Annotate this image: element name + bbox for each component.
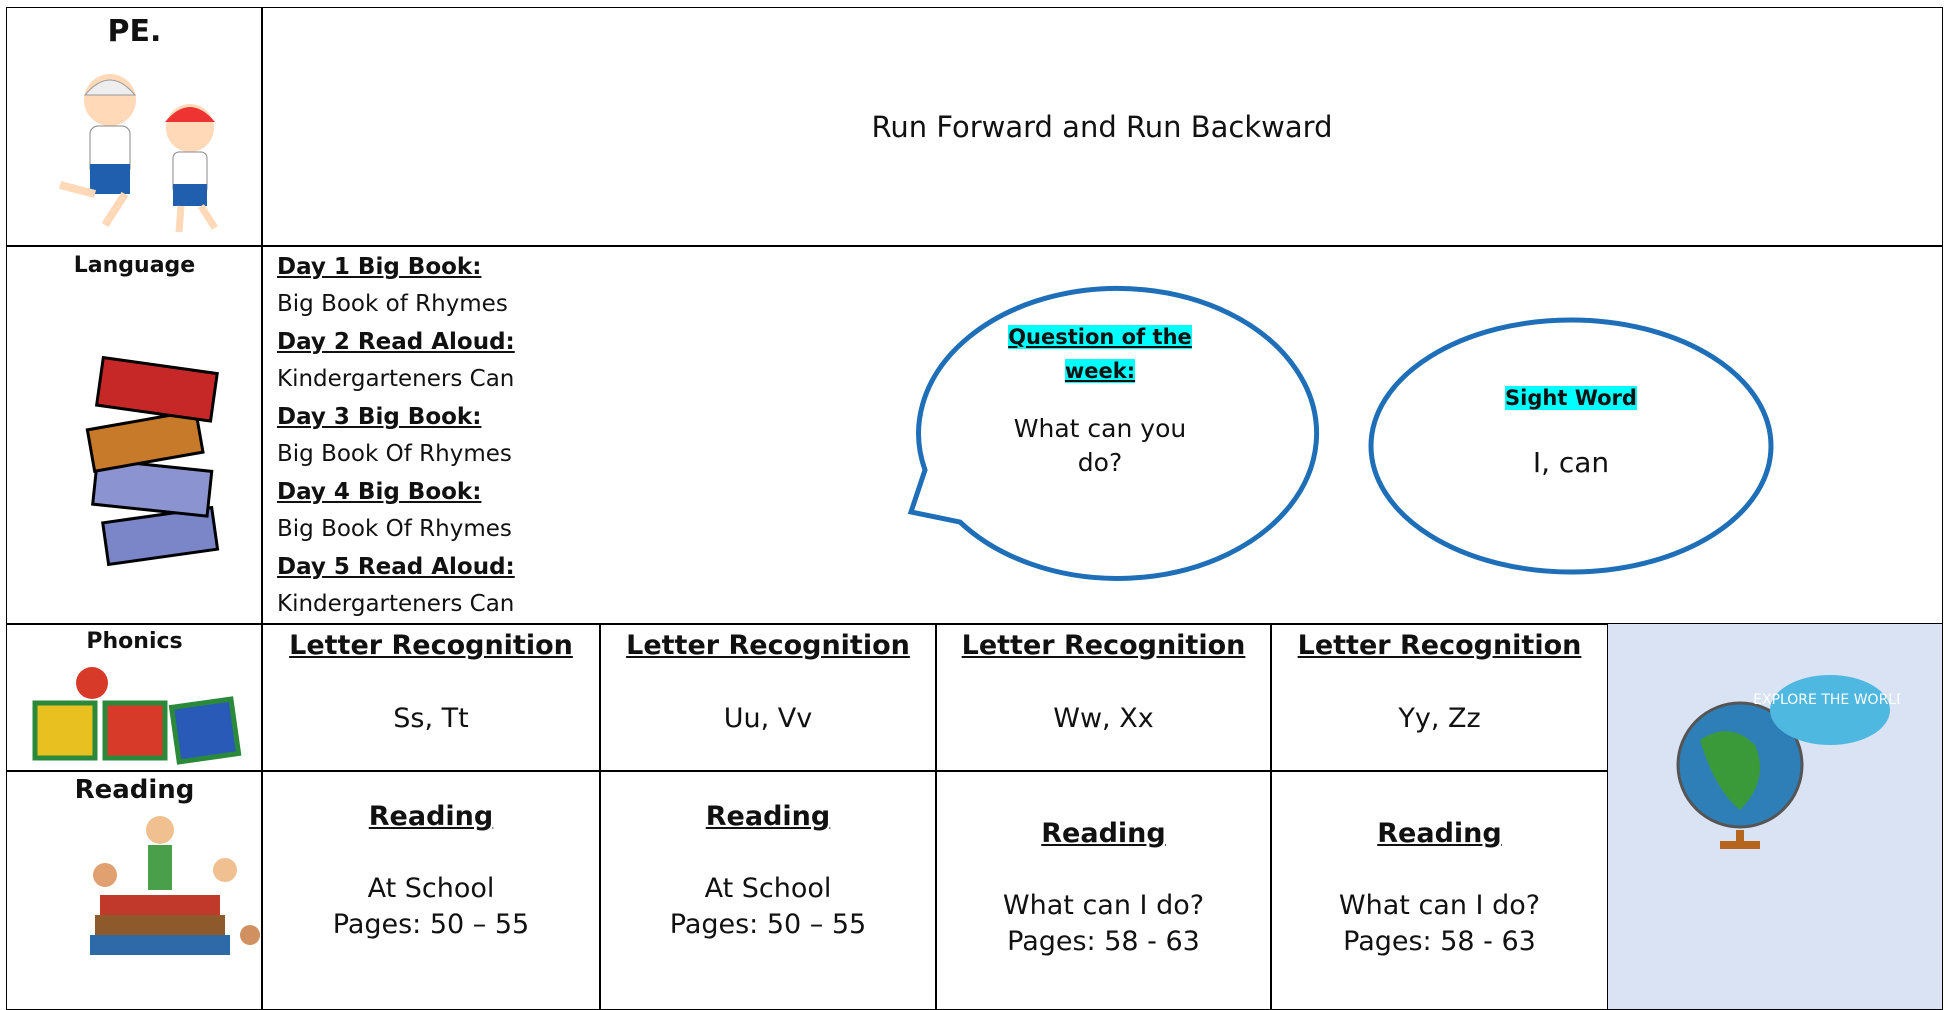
- day-heading: Day 3 Big Book:: [277, 404, 482, 430]
- reading-heading: Reading: [1041, 818, 1166, 849]
- cell: [6, 7, 263, 247]
- reading-clipart: [90, 816, 260, 955]
- day-text: Big Book of Rhymes: [277, 291, 508, 317]
- phonics-heading: Letter Recognition: [626, 630, 910, 661]
- day-text: Big Book Of Rhymes: [277, 516, 512, 542]
- cell: [599, 623, 937, 772]
- reading-line: At School: [367, 873, 495, 904]
- cell: [261, 7, 1943, 247]
- cell: [261, 623, 601, 772]
- day-heading: Day 2 Read Aloud:: [277, 329, 515, 355]
- cell: [935, 623, 1272, 772]
- books-clipart: [85, 355, 220, 567]
- question-heading: Question of the week:: [1000, 320, 1200, 388]
- reading-heading: Reading: [705, 801, 831, 832]
- phonics-heading: Letter Recognition: [289, 630, 573, 661]
- sight-heading-text: Sight Word: [1505, 386, 1637, 410]
- cell: [261, 245, 1943, 625]
- abc-clipart: [32, 667, 242, 765]
- phonics-text: Ww, Xx: [1053, 703, 1154, 734]
- question-heading-text: Question of the week:: [1008, 325, 1192, 383]
- pe-label: PE.: [107, 14, 162, 49]
- language-label: Language: [73, 253, 196, 278]
- day-heading: Day 5 Read Aloud:: [277, 554, 515, 580]
- cell: [6, 245, 263, 625]
- reading-line: Pages: 50 – 55: [332, 909, 530, 940]
- phonics-label: Phonics: [86, 629, 183, 654]
- cell: [6, 623, 263, 772]
- reading-heading: Reading: [368, 801, 494, 832]
- reading-line: At School: [704, 873, 832, 904]
- reading-label: Reading: [74, 775, 195, 805]
- reading-heading: Reading: [1377, 818, 1502, 849]
- day-heading: Day 1 Big Book:: [277, 254, 482, 280]
- globe-clipart: EXPLORE THE WORLD: [1676, 675, 1900, 849]
- phonics-text: Yy, Zz: [1398, 703, 1481, 734]
- phonics-heading: Letter Recognition: [1297, 630, 1582, 661]
- sight-text: I, can: [1532, 446, 1610, 479]
- phonics-heading: Letter Recognition: [961, 630, 1246, 661]
- day-text: Kindergarteners Can: [277, 591, 515, 617]
- day-heading: Day 4 Big Book:: [277, 479, 482, 505]
- pe-activity: Run Forward and Run Backward: [871, 110, 1333, 144]
- reading-line: Pages: 58 - 63: [1343, 926, 1536, 957]
- reading-line: Pages: 50 – 55: [669, 909, 867, 940]
- phonics-text: Uu, Vv: [723, 703, 813, 734]
- sight-heading: Sight Word: [1471, 386, 1671, 410]
- badge-text: EXPLORE THE WORLD: [1753, 692, 1900, 708]
- day-text: Big Book Of Rhymes: [277, 441, 512, 467]
- phonics-text: Ss, Tt: [393, 703, 469, 734]
- kids-clipart: [59, 74, 218, 233]
- day-text: Kindergarteners Can: [277, 366, 515, 392]
- reading-line: What can I do?: [1002, 890, 1205, 921]
- reading-line: Pages: 58 - 63: [1007, 926, 1200, 957]
- reading-line: What can I do?: [1338, 890, 1541, 921]
- question-text: What can you do?: [1013, 414, 1187, 477]
